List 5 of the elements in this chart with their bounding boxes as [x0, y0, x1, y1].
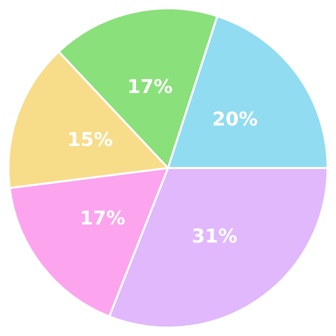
data-label: 20% [212, 108, 258, 130]
data-label: 17% [127, 76, 173, 98]
data-label: 15% [67, 128, 113, 151]
data-label: 17% [80, 208, 126, 230]
data-label: 31% [192, 225, 238, 248]
